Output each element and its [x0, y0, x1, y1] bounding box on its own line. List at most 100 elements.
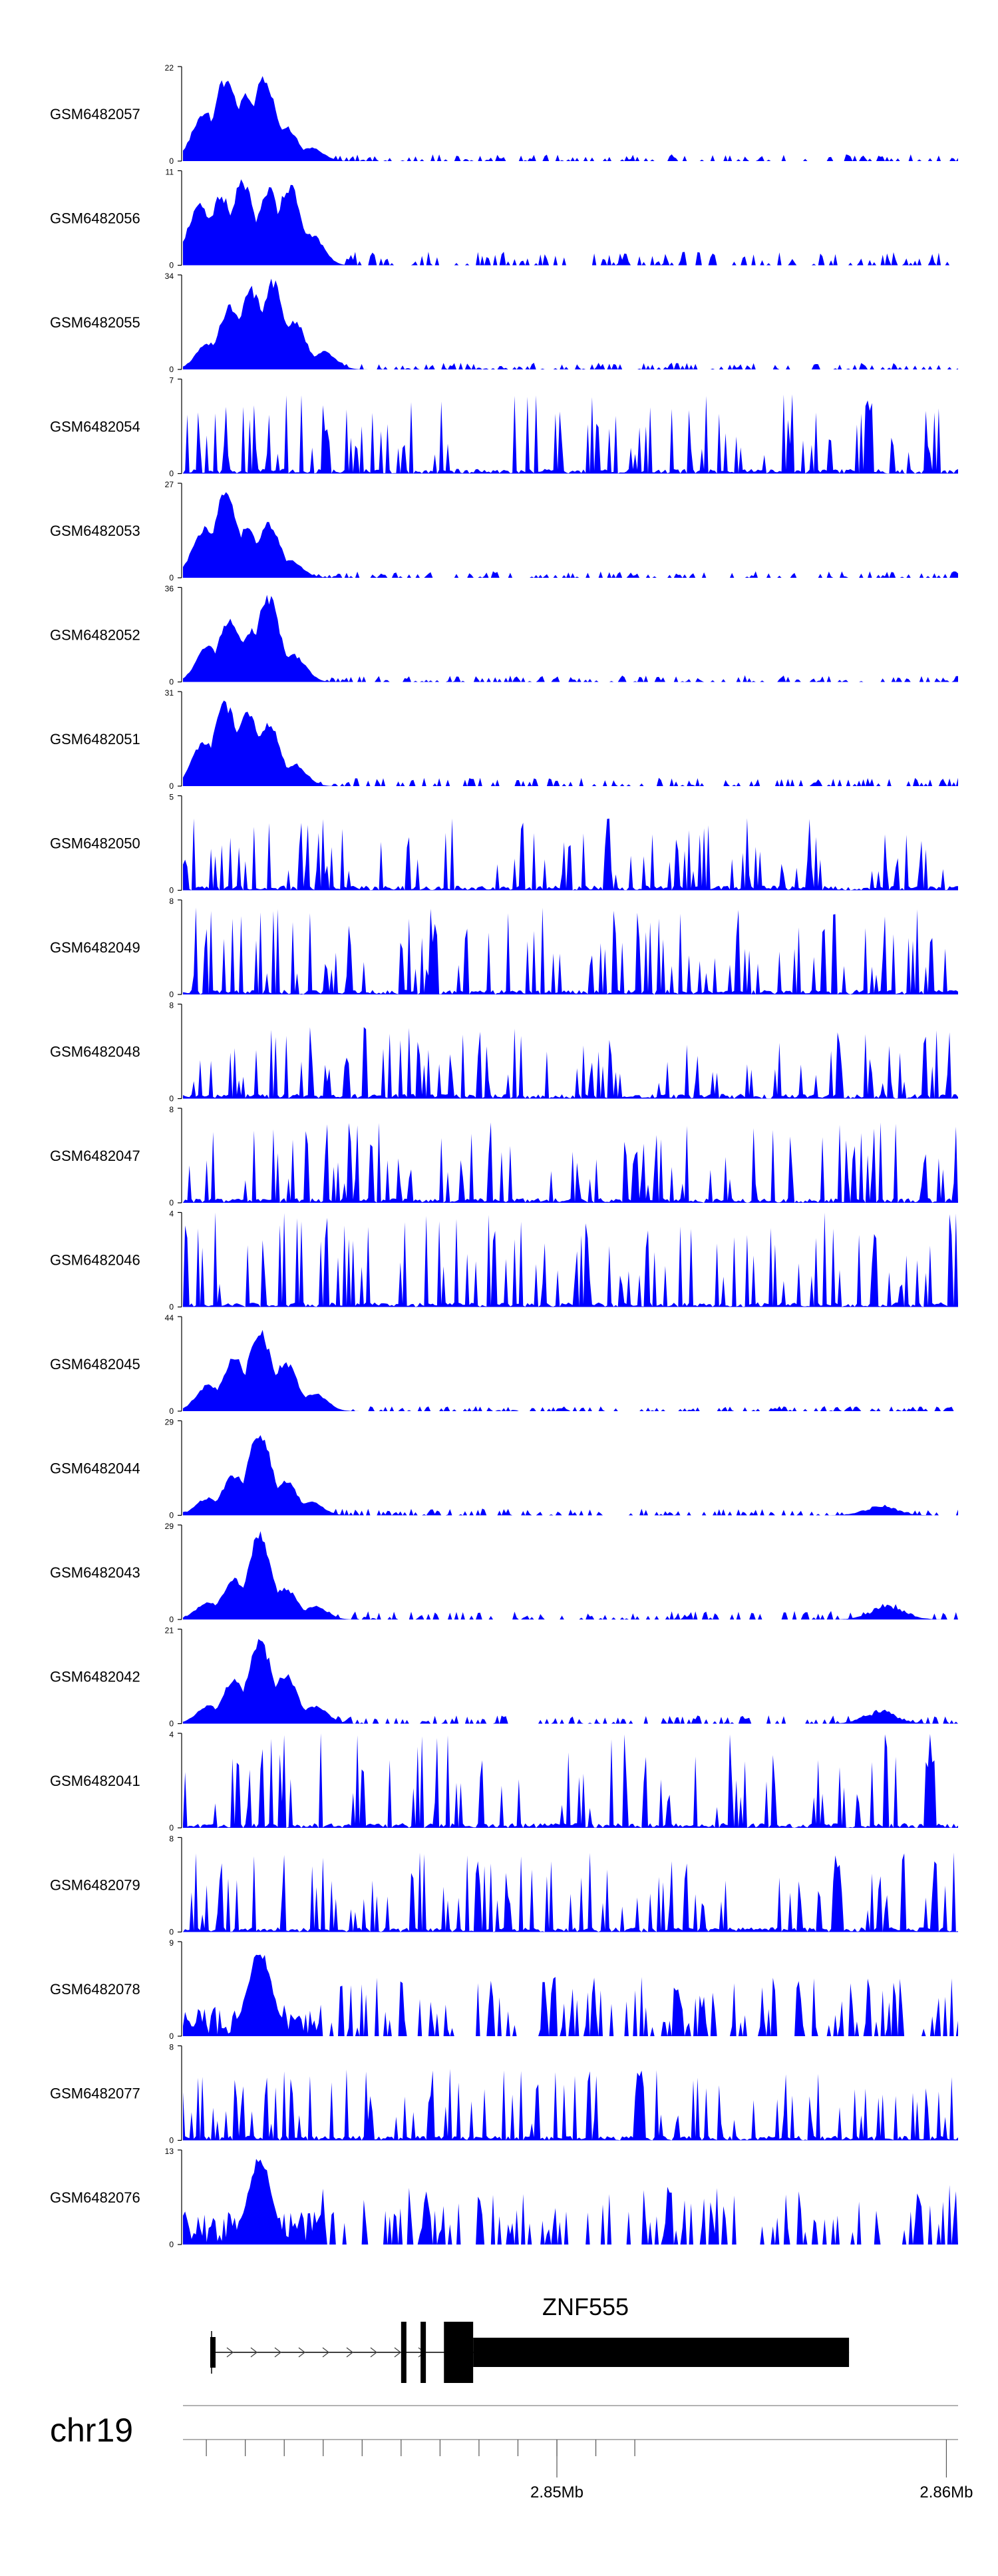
- track-GSM6482055: GSM6482055 34 0: [50, 272, 958, 374]
- track-label: GSM6482052: [50, 627, 140, 644]
- track-GSM6482048: GSM6482048 8 0: [50, 1001, 958, 1104]
- strand-arrow: [322, 2347, 330, 2358]
- track-GSM6482045: GSM6482045 44 0: [50, 1313, 958, 1416]
- track-label: GSM6482078: [50, 1981, 140, 1998]
- track-label: GSM6482047: [50, 1148, 140, 1164]
- track-label: GSM6482044: [50, 1460, 140, 1477]
- track-GSM6482051: GSM6482051 31 0: [50, 688, 958, 791]
- y-min-label: 0: [169, 1928, 174, 1937]
- coverage-area: [183, 1027, 958, 1099]
- gene-utr: [473, 2338, 850, 2367]
- coverage-area: [183, 1435, 958, 1516]
- track-GSM6482056: GSM6482056 11 0: [50, 168, 958, 270]
- track-label: GSM6482041: [50, 1773, 140, 1789]
- y-max-label: 8: [169, 897, 174, 906]
- y-min-label: 0: [169, 781, 174, 791]
- y-min-label: 0: [169, 1406, 174, 1416]
- coverage-area: [183, 700, 958, 786]
- y-min-label: 0: [169, 2136, 174, 2145]
- coverage-area: [183, 1852, 958, 1932]
- coverage-area: [183, 76, 958, 161]
- y-min-label: 0: [169, 886, 174, 895]
- y-max-label: 4: [169, 1730, 174, 1739]
- track-GSM6482049: GSM6482049 8 0: [50, 897, 958, 999]
- track-label: GSM6482055: [50, 314, 140, 331]
- coverage-area: [183, 394, 958, 474]
- strand-arrow: [226, 2347, 234, 2358]
- y-max-label: 36: [165, 584, 174, 594]
- strand-arrow: [394, 2347, 402, 2358]
- track-GSM6482043: GSM6482043 29 0: [50, 1522, 958, 1624]
- track-label: GSM6482050: [50, 835, 140, 852]
- track-GSM6482078: GSM6482078 9 0: [50, 1938, 958, 2041]
- chromosome-label: chr19: [50, 2412, 133, 2449]
- track-label: GSM6482077: [50, 2085, 140, 2102]
- strand-arrow: [298, 2347, 306, 2358]
- y-max-label: 44: [165, 1313, 174, 1323]
- track-GSM6482041: GSM6482041 4 0: [50, 1730, 958, 1832]
- track-GSM6482079: GSM6482079 8 0: [50, 1834, 958, 1937]
- y-min-label: 0: [169, 1094, 174, 1104]
- track-GSM6482054: GSM6482054 7 0: [50, 376, 958, 479]
- y-max-label: 34: [165, 272, 174, 281]
- y-max-label: 9: [169, 1938, 174, 1948]
- strand-arrow: [370, 2347, 378, 2358]
- y-min-label: 0: [169, 1823, 174, 1832]
- y-min-label: 0: [169, 573, 174, 582]
- y-max-label: 8: [169, 1105, 174, 1114]
- gene-exon: [420, 2322, 426, 2383]
- y-max-label: 29: [165, 1522, 174, 1531]
- genome-axis: chr19 2.85Mb 2.86Mb: [50, 2405, 973, 2501]
- coverage-area: [183, 1329, 958, 1411]
- y-max-label: 8: [169, 1834, 174, 1844]
- track-GSM6482077: GSM6482077 8 0: [50, 2043, 958, 2145]
- coverage-area: [183, 179, 958, 266]
- gene-exon: [210, 2337, 216, 2368]
- coverage-area: [183, 1639, 958, 1724]
- coverage-tracks: GSM6482057220GSM6482056110GSM6482055340G…: [50, 63, 958, 2249]
- coverage-area: [183, 2159, 958, 2245]
- coverage-area: [183, 2069, 958, 2141]
- track-label: GSM6482051: [50, 731, 140, 748]
- track-label: GSM6482057: [50, 106, 140, 122]
- track-label: GSM6482049: [50, 939, 140, 956]
- track-label: GSM6482045: [50, 1356, 140, 1373]
- y-max-label: 4: [169, 1209, 174, 1219]
- y-min-label: 0: [169, 1303, 174, 1312]
- coverage-area: [183, 1733, 958, 1828]
- y-min-label: 0: [169, 1511, 174, 1520]
- y-min-label: 0: [169, 156, 174, 166]
- coverage-area: [183, 1531, 958, 1619]
- coverage-area: [183, 1954, 958, 2036]
- coverage-area: [183, 594, 958, 682]
- y-max-label: 21: [165, 1626, 174, 1635]
- y-min-label: 0: [169, 261, 174, 270]
- track-label: GSM6482076: [50, 2189, 140, 2206]
- y-min-label: 0: [169, 469, 174, 479]
- y-min-label: 0: [169, 2032, 174, 2041]
- track-GSM6482076: GSM6482076 13 0: [50, 2147, 958, 2249]
- track-label: GSM6482042: [50, 1669, 140, 1685]
- track-label: GSM6482079: [50, 1877, 140, 1894]
- coverage-area: [183, 1212, 958, 1307]
- gene-exon: [444, 2322, 474, 2383]
- track-GSM6482044: GSM6482044 29 0: [50, 1418, 958, 1520]
- track-GSM6482047: GSM6482047 8 0: [50, 1105, 958, 1207]
- track-label: GSM6482056: [50, 210, 140, 227]
- track-GSM6482050: GSM6482050 5 0: [50, 793, 958, 895]
- strand-arrow: [250, 2347, 258, 2358]
- strand-arrow: [346, 2347, 354, 2358]
- gene-track: ZNF555: [210, 2293, 850, 2383]
- coverage-area: [183, 492, 958, 578]
- y-min-label: 0: [169, 1615, 174, 1624]
- y-min-label: 0: [169, 1198, 174, 1207]
- y-max-label: 13: [165, 2147, 174, 2156]
- y-max-label: 22: [165, 63, 174, 73]
- track-GSM6482057: GSM6482057 22 0: [50, 63, 958, 166]
- track-GSM6482052: GSM6482052 36 0: [50, 584, 958, 687]
- coverage-area: [183, 278, 958, 369]
- y-max-label: 31: [165, 688, 174, 698]
- gene-label: ZNF555: [542, 2293, 629, 2320]
- y-max-label: 7: [169, 376, 174, 385]
